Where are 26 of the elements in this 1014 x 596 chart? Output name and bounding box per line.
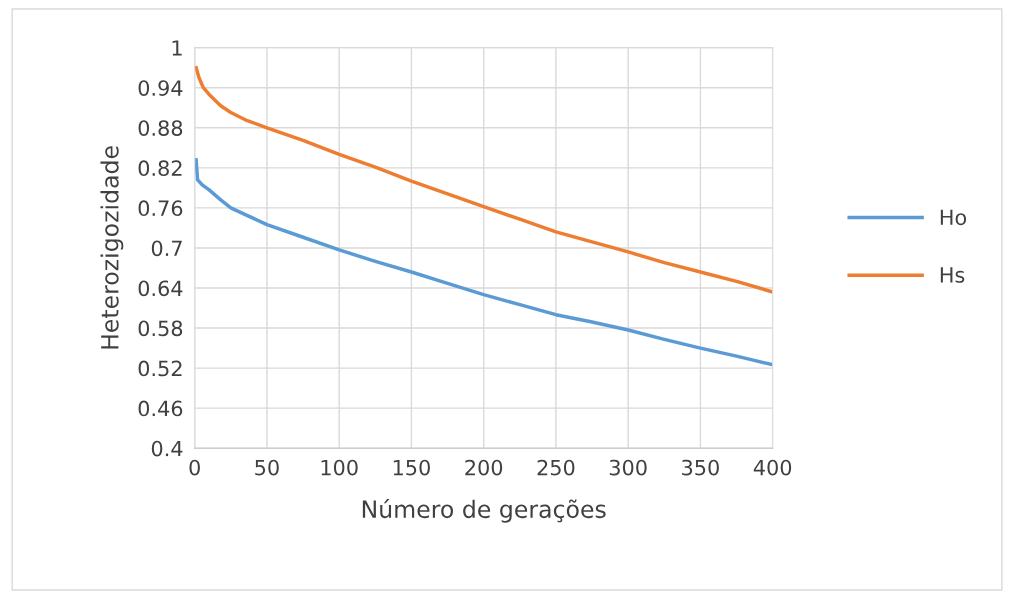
legend-label: Ho: [940, 209, 967, 226]
y-tick-label: 0.64: [138, 280, 183, 297]
x-tick-label: 100: [321, 459, 358, 476]
y-tick-label: 0.82: [138, 160, 182, 177]
y-axis-title: Heterozigozidade: [100, 146, 124, 349]
x-tick-label: 350: [682, 459, 719, 476]
y-tick-label: 1: [172, 40, 182, 56]
y-tick-label: 0.94: [138, 80, 183, 96]
x-tick-label: 400: [753, 459, 792, 476]
y-tick-label: 0.46: [138, 400, 183, 417]
x-tick-label: 200: [465, 459, 503, 476]
legend-label: Hs: [940, 267, 965, 283]
x-axis-title: Número de gerações: [362, 498, 606, 523]
x-tick-label: 150: [393, 459, 430, 476]
line-series: [194, 65, 773, 294]
y-tick-label: 0.4: [151, 440, 183, 457]
y-tick-label: 0.7: [151, 240, 182, 257]
y-tick-label: 0.58: [138, 320, 183, 337]
line-series: [194, 158, 773, 367]
y-tick-label: 0.52: [138, 360, 182, 377]
x-tick-label: 300: [609, 459, 647, 476]
y-tick-label: 0.76: [138, 200, 183, 217]
x-tick-label: 250: [537, 459, 575, 476]
y-tick-label: 0.88: [138, 120, 183, 136]
x-tick-label: 0: [189, 459, 200, 476]
x-tick-label: 50: [255, 459, 279, 476]
